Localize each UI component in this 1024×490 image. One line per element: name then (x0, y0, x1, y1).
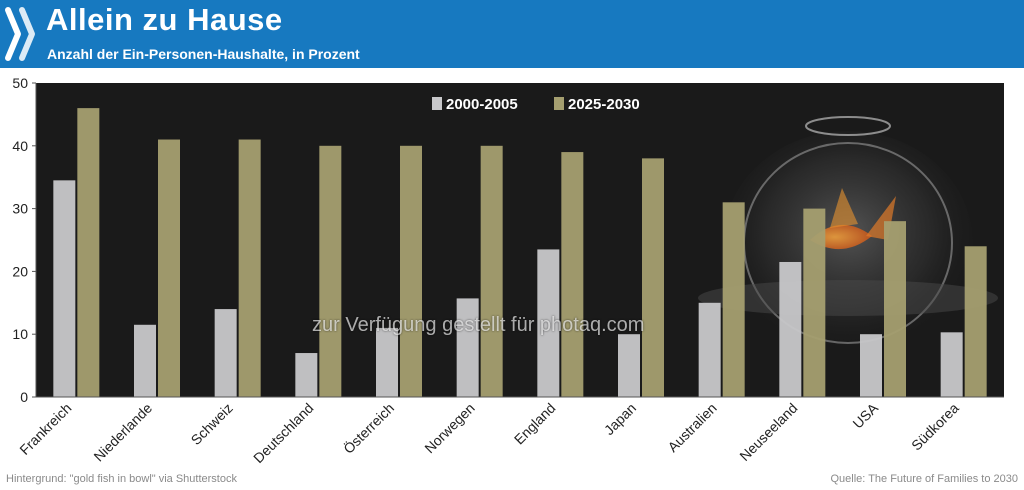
bar-chart: 0 10 20 30 40 50 Frankreich Niederlande Schweiz… (12, 75, 1004, 466)
y-tick-label: 20 (12, 263, 28, 279)
y-tick-label: 10 (12, 326, 28, 342)
chart-title: Allein zu Hause (46, 2, 283, 37)
background-credit: Hintergrund: "gold fish in bowl" via Shu… (6, 473, 237, 485)
bar-2025-2030-USA (884, 221, 906, 397)
bar-2025-2030-Japan (642, 158, 664, 397)
bar-2025-2030-Neuseeland (803, 208, 826, 397)
x-tick-label: Neuseeland (736, 400, 800, 464)
bar-2000-2005-Deutschland (295, 353, 318, 397)
bar-2025-2030-Deutschland (319, 145, 342, 397)
y-tick-label: 40 (12, 138, 28, 154)
x-tick-label: Japan (601, 400, 639, 438)
legend-label: 2025-2030 (568, 96, 640, 113)
x-tick-label: Schweiz (188, 400, 236, 448)
oecd-logo-icon (5, 7, 35, 61)
bar-2025-2030-England (561, 152, 584, 397)
x-tick-label: Österreich (339, 399, 397, 457)
bar-2000-2005-Frankreich (53, 180, 76, 397)
bar-2025-2030-Australien (722, 202, 745, 397)
bar-2000-2005-Australien (698, 302, 721, 397)
bar-2025-2030-Frankreich (77, 108, 100, 397)
legend-swatch (554, 97, 564, 110)
bar-2025-2030-Norwegen (480, 145, 503, 397)
bar-2000-2005-England (537, 249, 560, 397)
bar-2000-2005-Neuseeland (779, 261, 802, 397)
watermark-text: zur Verfügung gestellt für photaq.com (312, 314, 645, 336)
bar-2000-2005-Japan (618, 334, 640, 397)
bar-2000-2005-Norwegen (456, 298, 479, 397)
x-tick-label: England (511, 400, 559, 448)
x-tick-label: Niederlande (90, 400, 155, 465)
source-note: Quelle: The Future of Families to 2030 (830, 473, 1018, 485)
bar-2000-2005-Schweiz (214, 309, 237, 397)
bar-2025-2030-Niederlande (158, 139, 180, 397)
x-tick-label: Australien (664, 400, 719, 455)
bar-2000-2005-Österreich (376, 327, 398, 397)
x-tick-label: Frankreich (16, 400, 74, 458)
y-tick-label: 0 (20, 389, 28, 405)
x-tick-label: USA (849, 399, 881, 431)
x-tick-label: Deutschland (250, 400, 316, 466)
legend-label: 2000-2005 (446, 96, 518, 113)
bar-2000-2005-USA (860, 334, 882, 397)
legend-swatch (432, 97, 442, 110)
bar-2000-2005-Niederlande (134, 324, 156, 397)
x-tick-label: Südkorea (908, 400, 962, 454)
bar-2000-2005-Südkorea (940, 332, 963, 397)
y-tick-label: 50 (12, 75, 28, 91)
x-tick-label: Norwegen (421, 400, 477, 456)
bar-2025-2030-Südkorea (964, 246, 987, 397)
bar-2025-2030-Schweiz (238, 139, 261, 397)
bar-2025-2030-Österreich (400, 145, 422, 397)
chart-subtitle: Anzahl der Ein-Personen-Haushalte, in Pr… (47, 46, 360, 62)
header-bar: Allein zu Hause Anzahl der Ein-Personen-… (0, 0, 1024, 68)
y-tick-label: 30 (12, 201, 28, 217)
